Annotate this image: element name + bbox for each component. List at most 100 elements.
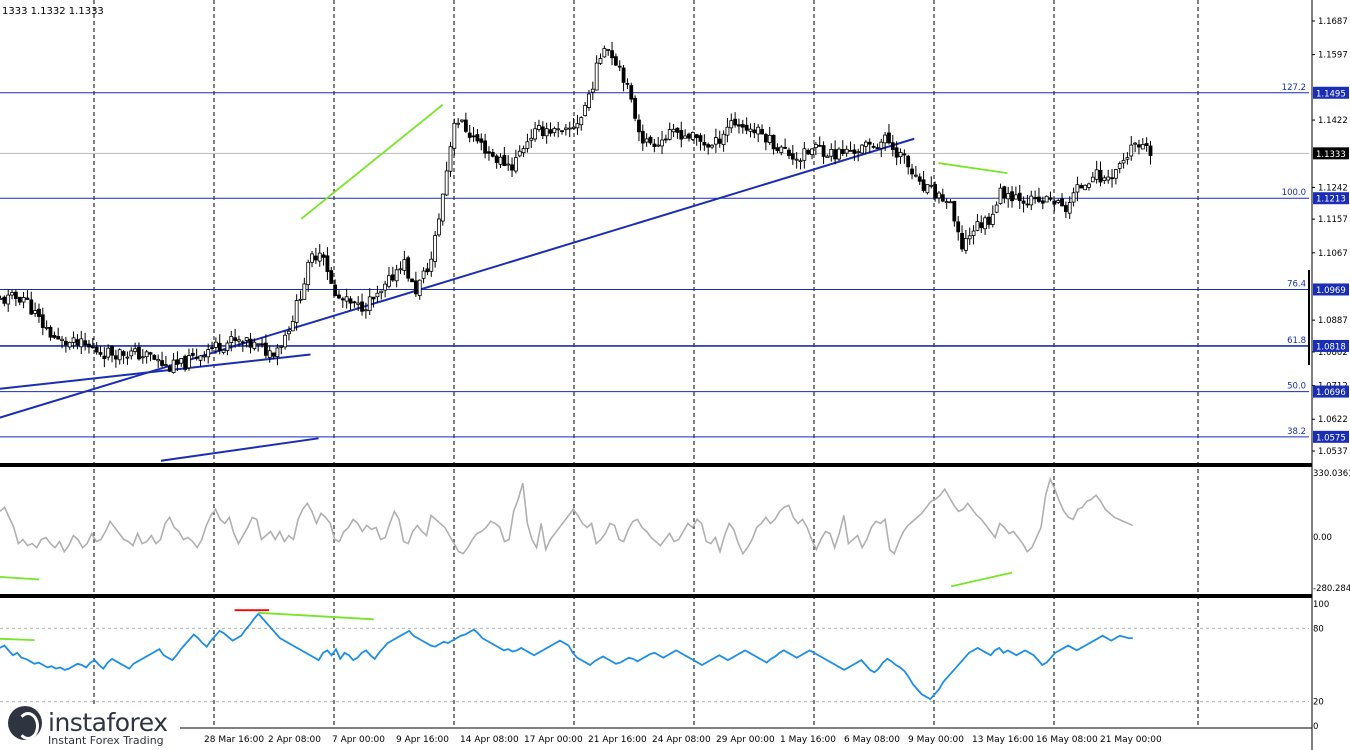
candle-body-84 <box>321 254 326 258</box>
candle-body-226 <box>867 141 872 145</box>
candle-body-218 <box>837 148 841 160</box>
candle-body-127 <box>487 151 491 154</box>
candle-body-291 <box>1117 163 1122 169</box>
candle-body-98 <box>375 292 380 298</box>
candle-body-108 <box>413 280 418 295</box>
rsi-tick-0: 0 <box>1313 722 1318 732</box>
fib-level-label-76.4: 76.4 <box>1287 279 1306 289</box>
candle-body-287 <box>1102 177 1107 182</box>
candle-body-26 <box>98 352 103 355</box>
candle-body-290 <box>1113 169 1118 179</box>
price-tick-6: 1.0887 <box>1318 316 1348 326</box>
candle-body-99 <box>379 290 384 294</box>
candle-body-103 <box>394 269 399 282</box>
candle-body-237 <box>910 168 914 175</box>
candle-body-160 <box>613 56 618 66</box>
candle-body-155 <box>594 62 599 91</box>
candle-body-22 <box>83 340 88 346</box>
candle-body-78 <box>298 298 303 301</box>
rsi-line <box>0 612 1133 701</box>
candle-body-134 <box>513 157 518 172</box>
candle-body-193 <box>740 124 745 128</box>
candle-body-147 <box>563 127 568 130</box>
candle-body-18 <box>67 341 72 348</box>
candle-body-154 <box>590 88 595 93</box>
candle-body-219 <box>840 149 845 155</box>
candle-body-69 <box>263 342 268 356</box>
candle-body-190 <box>729 120 734 129</box>
candle-body-100 <box>383 283 388 291</box>
candle-body-123 <box>471 135 476 138</box>
candle-body-75 <box>287 330 291 335</box>
candle-body-175 <box>671 128 676 133</box>
cci-divergence-line-0 <box>0 575 40 581</box>
candle-body-288 <box>1106 176 1111 181</box>
candle-body-59 <box>225 342 230 352</box>
candle-body-220 <box>844 148 849 154</box>
time-label-13: 16 May 08:00 <box>1036 735 1098 745</box>
candle-body-120 <box>460 119 464 122</box>
instaforex-logo: instaforex Instant Forex Trading <box>0 704 180 750</box>
candle-body-239 <box>917 176 922 182</box>
candle-body-227 <box>871 145 876 148</box>
time-label-6: 21 Apr 16:00 <box>588 735 647 745</box>
candle-body-114 <box>437 218 441 236</box>
candle-body-224 <box>860 144 864 154</box>
candle-body-199 <box>763 134 768 143</box>
time-axis-layer: 28 Mar 16:00 2 Apr 08:00 7 Apr 00:00 9 Apr … <box>204 735 1162 745</box>
candle-body-168 <box>644 138 649 143</box>
cci-line <box>0 476 1134 556</box>
candle-body-240 <box>921 179 926 191</box>
candle-body-4 <box>13 291 18 299</box>
candle-body-30 <box>113 355 118 360</box>
time-label-8: 29 Apr 00:00 <box>716 735 775 745</box>
candle-body-200 <box>767 134 772 143</box>
candle-body-86 <box>329 270 334 284</box>
fib-price-label-61.8: 1.0818 <box>1316 342 1346 352</box>
candle-body-172 <box>660 139 664 147</box>
candle-body-261 <box>1002 186 1007 199</box>
candle-body-7 <box>25 297 30 300</box>
candle-body-251 <box>963 238 968 251</box>
candle-body-37 <box>140 356 145 359</box>
candle-body-189 <box>725 126 730 136</box>
current-price-label: 1.1333 <box>1316 150 1346 160</box>
candle-body-298 <box>1144 143 1149 146</box>
candle-body-269 <box>1033 197 1038 200</box>
candle-body-95 <box>363 309 368 312</box>
candle-body-265 <box>1017 192 1022 202</box>
trend-line-0 <box>0 137 915 419</box>
candle-body-211 <box>810 148 814 156</box>
candle-body-276 <box>1060 198 1064 207</box>
candle-body-41 <box>156 359 161 362</box>
candle-body-144 <box>552 128 557 134</box>
candle-body-187 <box>717 138 722 144</box>
candle-body-12 <box>44 326 49 329</box>
candle-body-185 <box>710 144 714 148</box>
candle-body-279 <box>1071 192 1076 203</box>
candle-body-236 <box>906 155 911 168</box>
candle-body-23 <box>87 343 91 348</box>
candle-body-143 <box>548 129 553 134</box>
candle-body-89 <box>340 298 345 301</box>
candle-body-295 <box>1133 142 1138 145</box>
candle-body-138 <box>529 137 534 141</box>
candle-body-264 <box>1013 194 1018 200</box>
candle-body-51 <box>194 356 199 359</box>
candle-body-97 <box>371 296 376 300</box>
candle-body-221 <box>848 149 853 152</box>
candle-body-244 <box>937 192 941 199</box>
candle-body-112 <box>429 258 434 272</box>
candle-body-166 <box>637 119 641 133</box>
candle-body-129 <box>494 155 499 163</box>
rsi-tick-100: 100 <box>1313 600 1329 610</box>
price-tick-4: 1.1157 <box>1318 215 1348 225</box>
candle-body-71 <box>271 352 276 357</box>
candle-body-151 <box>579 117 584 126</box>
candle-body-229 <box>879 141 884 149</box>
candle-body-73 <box>279 345 284 348</box>
candle-body-274 <box>1052 200 1057 205</box>
panel-separator-1 <box>0 463 1312 467</box>
instaforex-logo-icon <box>8 706 42 740</box>
fib-level-label-50.0: 50.0 <box>1287 382 1306 392</box>
